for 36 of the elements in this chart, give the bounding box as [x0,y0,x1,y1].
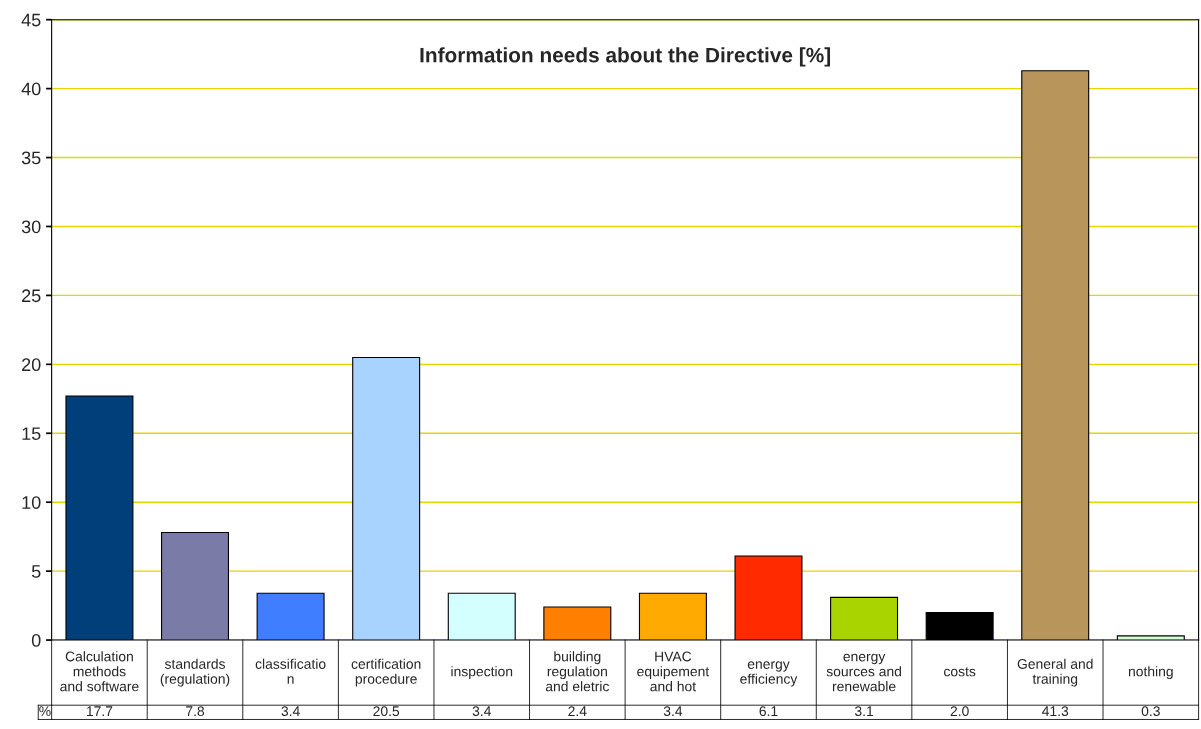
x-tick-label: inspection [451,666,513,680]
legend-label: % [39,706,51,717]
x-tick-label: costs [944,667,976,677]
y-tick-label: 10 [22,496,41,509]
x-tick-label: energy sources and renewable [826,653,902,692]
text: Information needs about the Directive [%] [420,47,831,67]
x-tick-label: General and training [1017,658,1093,687]
data-label: 3.4 [472,706,491,717]
data-label: 6.1 [759,706,778,717]
data-label: 2.0 [950,706,969,717]
y-tick-label: 30 [21,220,41,234]
y-tick-label: 0 [31,634,41,647]
x-tick-label: HVAC equipement and hot [637,651,710,692]
x-tick-label: energy efficiency [740,661,798,687]
y-tick-label: 35 [21,151,41,165]
data-label: 3.4 [281,706,300,717]
data-label: 41.3 [1042,706,1069,717]
y-tick-label: 20 [22,358,41,372]
x-tick-label: standards (regulation) [160,658,230,687]
data-label: 3.4 [663,706,683,717]
x-tick-label: nothing [1128,666,1173,680]
data-label: 2.4 [568,706,587,716]
data-label: 3.1 [854,706,874,717]
data-label: 7.8 [186,706,205,717]
y-tick-label: 5 [31,565,41,578]
x-tick-label: classificatio n [255,658,326,684]
y-tick-label: 25 [22,289,41,303]
data-label: 17.7 [86,706,113,716]
data-label: 0.3 [1141,706,1160,717]
x-tick-label: Calculation methods and software [60,651,139,692]
x-tick-label: certification procedure [351,658,421,687]
data-label: 20.5 [373,706,400,717]
y-tick-label: 45 [21,13,41,27]
x-tick-label: building regulation and eletric [545,651,610,692]
y-tick-label: 40 [21,82,41,96]
y-tick-label: 15 [22,427,41,440]
